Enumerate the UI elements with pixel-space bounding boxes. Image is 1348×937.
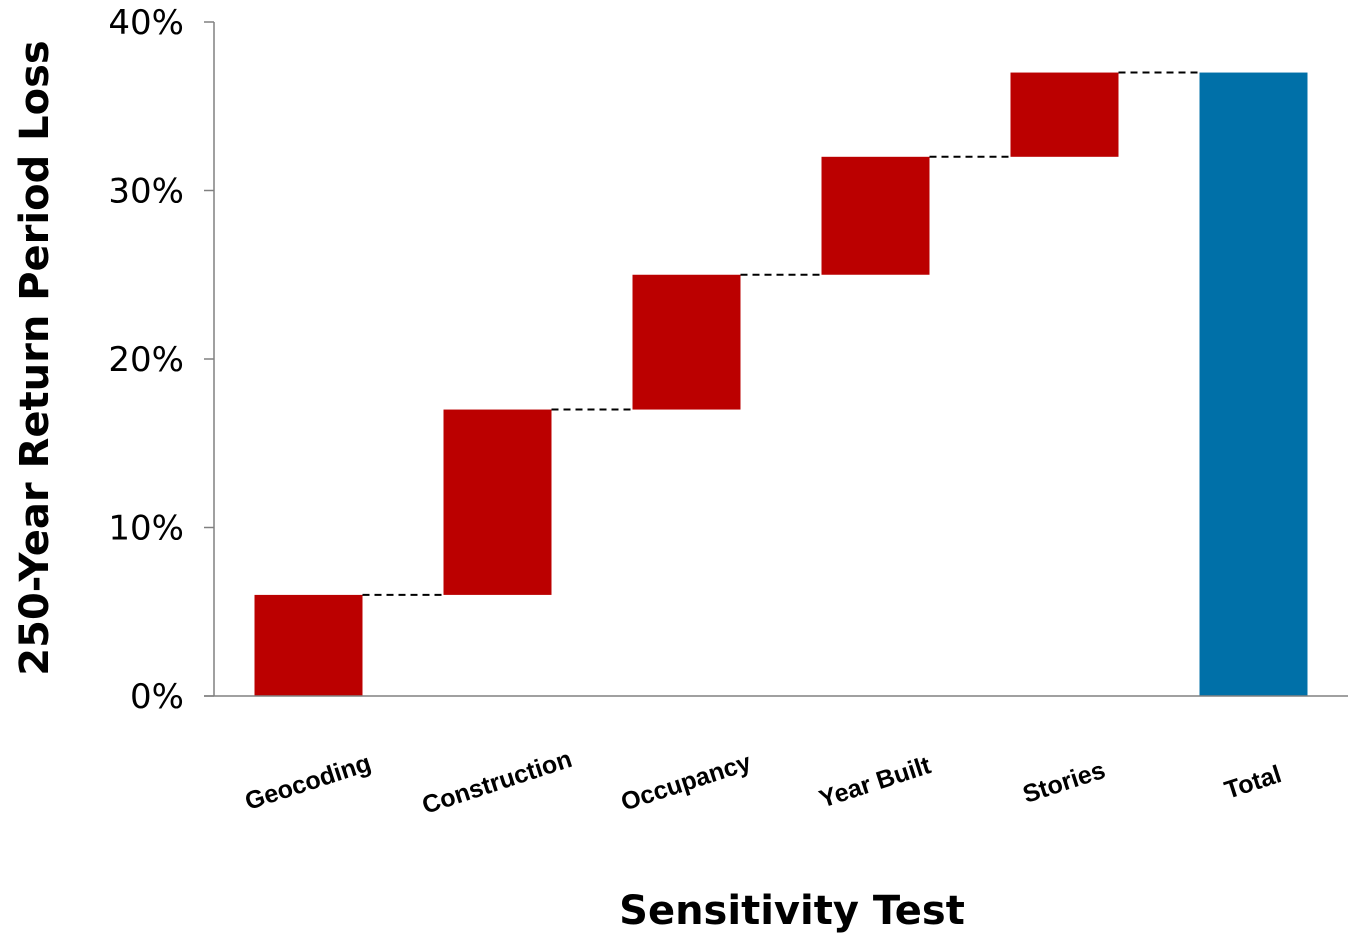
x-tick-label: Occupancy — [618, 748, 755, 816]
x-tick-label: Geocoding — [242, 749, 375, 816]
x-axis-title: Sensitivity Test — [619, 888, 965, 934]
bar-construction — [443, 409, 552, 595]
bar-total — [1199, 72, 1308, 697]
bars-group — [254, 72, 1308, 697]
x-tick-label: Stories — [1019, 756, 1108, 809]
y-tick-label: 20% — [108, 340, 184, 380]
bar-stories — [1010, 72, 1119, 157]
x-tick-label: Year Built — [816, 751, 935, 813]
bar-year-built — [821, 156, 930, 275]
y-tick-label: 30% — [108, 172, 184, 212]
category-labels-group: Geocoding Construction Occupancy Year Built… — [242, 745, 1285, 820]
bar-occupancy — [632, 274, 741, 410]
bar-geocoding — [254, 594, 363, 696]
x-tick-label: Total — [1221, 760, 1285, 805]
y-tick-label: 10% — [108, 509, 184, 549]
x-tick-label: Construction — [419, 745, 576, 820]
y-tick-label: 40% — [108, 3, 184, 43]
connectors-group — [362, 71, 1200, 596]
y-ticks-group: 0% 10% 20% 30% 40% — [108, 3, 214, 717]
y-tick-label: 0% — [130, 677, 184, 717]
y-axis-title: 250-Year Return Period Loss — [12, 40, 58, 675]
